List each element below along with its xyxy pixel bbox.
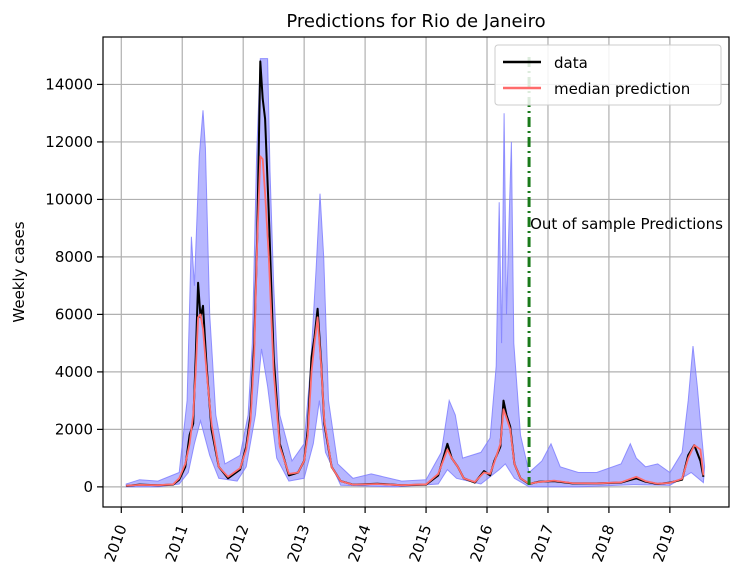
y-tick-label: 8000: [55, 248, 93, 266]
y-tick-label: 0: [83, 478, 93, 496]
legend-box: [494, 44, 722, 106]
axes-frame: [102, 36, 730, 508]
legend-label: data: [554, 54, 588, 72]
y-axis-label: Weekly cases: [10, 221, 28, 322]
legend-label: median prediction: [554, 80, 690, 98]
y-tick-label: 12000: [45, 133, 93, 151]
out-of-sample-annotation: Out of sample Predictions: [527, 57, 723, 485]
y-tick-label: 2000: [55, 420, 93, 438]
y-tick-label: 14000: [45, 75, 93, 93]
y-tick-label: 6000: [55, 305, 93, 323]
legend: data median prediction: [494, 44, 722, 106]
median-prediction-line: [126, 155, 705, 487]
y-axis-ticks: 0 2000 4000 6000 8000 10000 12000 14000: [45, 75, 103, 496]
chart-title: Predictions for Rio de Janeiro: [286, 11, 545, 32]
y-tick-label: 10000: [45, 190, 93, 208]
plot-area: [125, 58, 706, 488]
y-tick-label: 4000: [55, 363, 93, 381]
annotation-text: Out of sample Predictions: [530, 215, 723, 233]
